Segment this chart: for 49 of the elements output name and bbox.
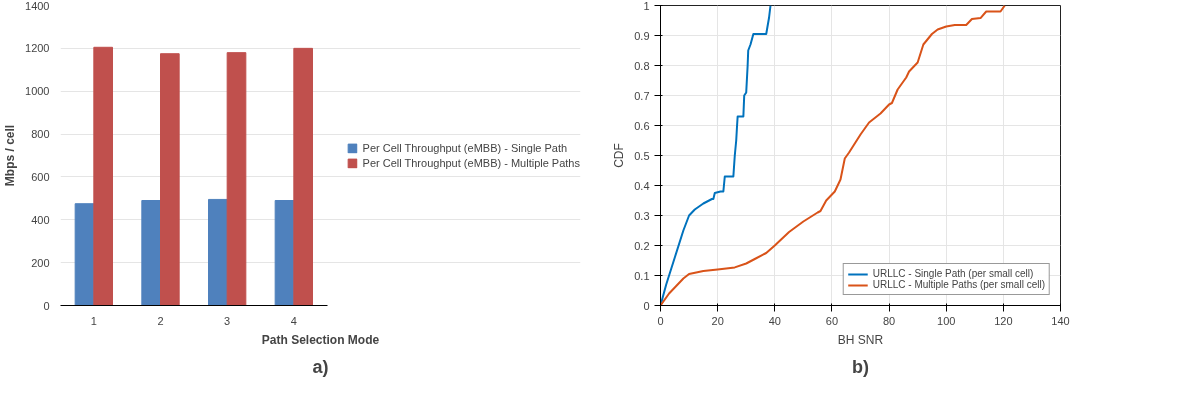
y-tick-label: 0 bbox=[643, 299, 650, 312]
x-tick-label: 40 bbox=[768, 314, 781, 327]
y-axis-title: CDF bbox=[612, 143, 627, 168]
y-tick-label: 0.3 bbox=[634, 209, 650, 222]
x-tick-label: 4 bbox=[290, 314, 297, 327]
text: b) bbox=[852, 356, 870, 377]
bar bbox=[274, 200, 295, 306]
bar bbox=[208, 198, 228, 306]
legend-label: Per Cell Throughput (eMBB) - Multiple Paths bbox=[362, 156, 580, 169]
y-tick-label: 0 bbox=[43, 299, 50, 312]
x-axis-title: Path Selection Mode bbox=[261, 332, 380, 347]
y-tick-label: 0.8 bbox=[634, 59, 650, 72]
x-tick-label: 120 bbox=[994, 314, 1013, 327]
y-tick-label: 1200 bbox=[25, 42, 50, 55]
x-tick-label: 20 bbox=[711, 314, 724, 327]
bar bbox=[160, 53, 180, 306]
bar bbox=[226, 52, 247, 306]
y-tick-label: 1 bbox=[643, 0, 650, 12]
x-tick-label: 80 bbox=[882, 314, 896, 327]
bar bbox=[293, 47, 313, 306]
bar bbox=[141, 200, 161, 306]
legend-label: Per Cell Throughput (eMBB) - Single Path bbox=[362, 141, 568, 154]
legend-label: URLLC - Multiple Paths (per small cell) bbox=[872, 279, 1045, 290]
y-tick-label: 1000 bbox=[25, 85, 50, 98]
y-tick-label: 200 bbox=[31, 256, 50, 269]
x-axis-title: BH SNR bbox=[837, 332, 884, 347]
bar bbox=[93, 46, 113, 306]
x-tick-label: 1 bbox=[90, 314, 97, 327]
x-tick-label: 100 bbox=[937, 314, 956, 327]
y-tick-label: 0.9 bbox=[634, 29, 650, 42]
legend-label: URLLC - Single Path (per small cell) bbox=[872, 268, 1034, 279]
y-axis-title: Mbps / cell bbox=[3, 124, 18, 187]
text: a) bbox=[312, 356, 329, 377]
y-tick-label: 800 bbox=[31, 128, 50, 141]
y-tick-label: 600 bbox=[31, 170, 50, 183]
x-tick-label: 3 bbox=[224, 314, 231, 327]
x-tick-label: 2 bbox=[157, 314, 164, 327]
y-tick-label: 400 bbox=[31, 213, 50, 226]
y-tick-label: 0.5 bbox=[634, 149, 650, 162]
y-tick-label: 0.2 bbox=[634, 239, 650, 252]
x-tick-label: 140 bbox=[1051, 314, 1070, 327]
x-tick-label: 60 bbox=[825, 314, 839, 327]
x-tick-label: 0 bbox=[657, 314, 664, 327]
y-tick-label: 0.7 bbox=[634, 89, 650, 102]
y-tick-label: 0.1 bbox=[634, 269, 650, 282]
y-tick-label: 1400 bbox=[25, 0, 50, 12]
y-tick-label: 0.4 bbox=[634, 179, 650, 192]
bar bbox=[74, 203, 95, 306]
y-tick-label: 0.6 bbox=[634, 119, 650, 132]
